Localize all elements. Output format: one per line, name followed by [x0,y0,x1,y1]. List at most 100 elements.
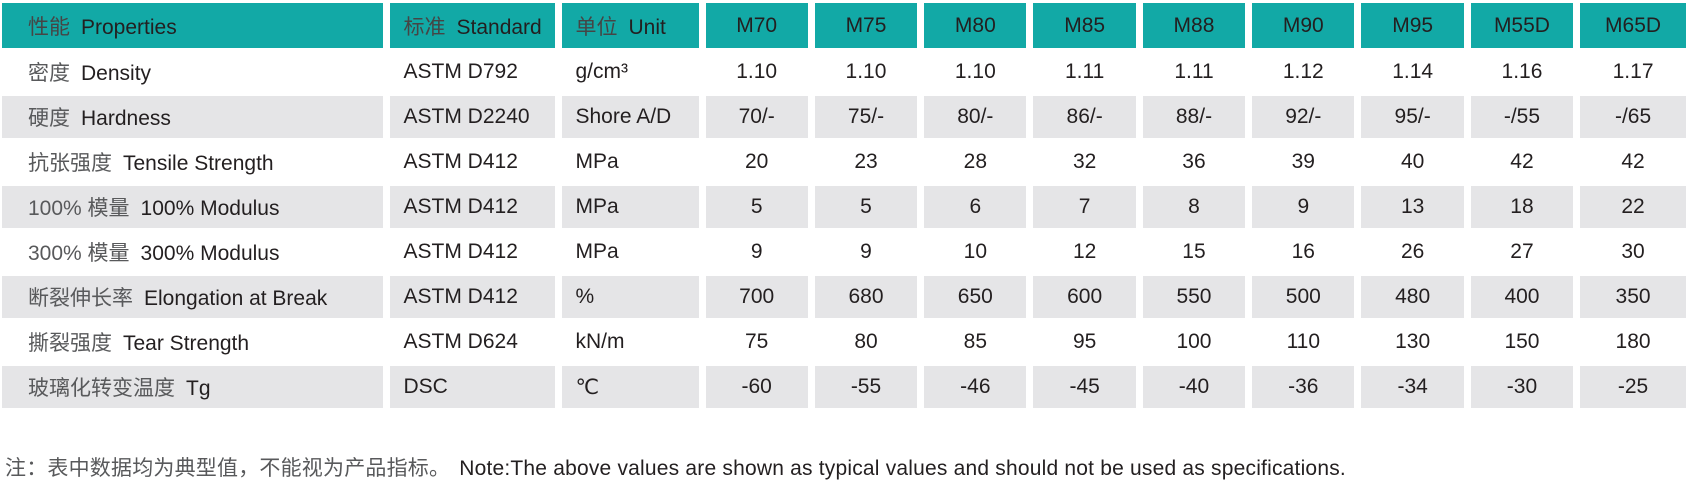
table-row: 撕裂强度 Tear Strength ASTM D624 kN/m 75 80 85 95 10… [0,318,1686,365]
value-cell-m55d: 400 [1463,273,1577,320]
value-cell-m65d: 30 [1573,228,1686,275]
table-header: 性能 Properties 标准 Standard 单位 Unit M70 M75 M80… [0,0,1686,50]
value-cell-m70: 75 [698,318,812,365]
standard-cell: ASTM D412 [382,228,558,275]
value-cell-m80: 10 [917,228,1030,275]
value-cell-m88: 100 [1135,318,1249,365]
value-cell-m55d: -30 [1463,363,1577,408]
property-label-zh: 断裂伸长率 [28,287,133,310]
value-cell-m95: 40 [1354,138,1468,185]
unit-cell: % [554,273,702,320]
value-cell-m88: 15 [1135,228,1249,275]
value-cell-m95: 13 [1354,183,1468,230]
value-cell-m90: 1.12 [1245,48,1358,95]
property-label-en: Elongation at Break [144,287,328,310]
property-label-zh: 抗张强度 [28,152,112,175]
header-cell-unit: 单位 Unit [554,0,702,50]
value-cell-m85: -45 [1026,363,1140,408]
value-cell-m75: 1.10 [807,48,921,95]
header-unit-en: Unit [628,15,666,39]
value-cell-m90: 16 [1245,228,1358,275]
value-cell-m95: 1.14 [1354,48,1468,95]
value-cell-m55d: 18 [1463,183,1577,230]
value-cell-m95: -34 [1354,363,1468,408]
property-label-en: Tear Strength [123,332,250,355]
value-cell-m85: 95 [1026,318,1140,365]
header-properties-en: Properties [81,15,177,39]
header-cell-grade-m90: M90 [1245,0,1358,50]
value-cell-m55d: 150 [1463,318,1577,365]
value-cell-m75: -55 [807,363,921,408]
header-cell-grade-m65d: M65D [1573,0,1686,50]
value-cell-m90: 500 [1245,273,1358,320]
property-label-zh: 100% 模量 [28,197,130,220]
header-cell-grade-m88: M88 [1135,0,1249,50]
value-cell-m65d: 350 [1573,273,1686,320]
header-cell-properties: 性能 Properties [0,0,386,50]
property-label-cell: 300% 模量 300% Modulus [0,228,386,275]
header-standard-en: Standard [456,15,542,39]
header-standard-zh: 标准 [403,15,446,39]
value-cell-m85: 86/- [1026,93,1140,140]
standard-cell: DSC [382,363,558,408]
value-cell-m95: 480 [1354,273,1468,320]
value-cell-m90: 110 [1245,318,1358,365]
value-cell-m65d: -/65 [1573,93,1686,140]
value-cell-m80: 650 [917,273,1030,320]
standard-cell: ASTM D412 [382,273,558,320]
value-cell-m70: -60 [698,363,812,408]
footnote-zh: 注：表中数据均为典型值，不能视为产品指标。 [5,457,451,480]
value-cell-m75: 75/- [807,93,921,140]
properties-table: 性能 Properties 标准 Standard 单位 Unit M70 M75 M80… [0,0,1686,408]
value-cell-m70: 20 [698,138,812,185]
table-row: 硬度 Hardness ASTM D2240 Shore A/D 70/- 75/- 80/… [0,93,1686,140]
property-label-cell: 抗张强度 Tensile Strength [0,138,386,185]
header-cell-grade-m75: M75 [807,0,921,50]
value-cell-m75: 680 [807,273,921,320]
header-cell-grade-m55d: M55D [1463,0,1577,50]
header-cell-grade-m70: M70 [698,0,812,50]
value-cell-m88: -40 [1135,363,1249,408]
value-cell-m88: 550 [1135,273,1249,320]
value-cell-m70: 70/- [698,93,812,140]
table-row: 300% 模量 300% Modulus ASTM D412 MPa 9 9 10 12 15 1… [0,228,1686,275]
property-label-en: 100% Modulus [140,197,280,220]
table-row: 抗张强度 Tensile Strength ASTM D412 MPa 20 23 28 32… [0,138,1686,185]
table-body: 密度 Density ASTM D792 g/cm³ 1.10 1.10 1.10 1.11 1… [0,48,1686,408]
standard-cell: ASTM D412 [382,183,558,230]
value-cell-m95: 26 [1354,228,1468,275]
value-cell-m75: 9 [807,228,921,275]
value-cell-m80: 28 [917,138,1030,185]
value-cell-m85: 1.11 [1026,48,1140,95]
value-cell-m70: 700 [698,273,812,320]
value-cell-m85: 32 [1026,138,1140,185]
header-cell-standard: 标准 Standard [382,0,558,50]
value-cell-m70: 9 [698,228,812,275]
value-cell-m90: 92/- [1245,93,1358,140]
value-cell-m85: 12 [1026,228,1140,275]
property-label-zh: 撕裂强度 [28,332,112,355]
unit-cell: MPa [554,138,702,185]
value-cell-m95: 130 [1354,318,1468,365]
property-label-zh: 300% 模量 [28,242,130,265]
value-cell-m90: -36 [1245,363,1358,408]
property-label-en: 300% Modulus [140,242,280,265]
standard-cell: ASTM D792 [382,48,558,95]
header-row: 性能 Properties 标准 Standard 单位 Unit M70 M75 M80… [0,0,1686,50]
table-row: 密度 Density ASTM D792 g/cm³ 1.10 1.10 1.10 1.11 1… [0,48,1686,95]
standard-cell: ASTM D412 [382,138,558,185]
property-label-zh: 玻璃化转变温度 [28,377,175,400]
unit-cell: ℃ [554,363,702,408]
value-cell-m80: -46 [917,363,1030,408]
value-cell-m88: 36 [1135,138,1249,185]
value-cell-m65d: 180 [1573,318,1686,365]
value-cell-m85: 7 [1026,183,1140,230]
standard-cell: ASTM D624 [382,318,558,365]
unit-cell: MPa [554,228,702,275]
value-cell-m80: 80/- [917,93,1030,140]
value-cell-m70: 5 [698,183,812,230]
property-label-cell: 密度 Density [0,48,386,95]
value-cell-m55d: -/55 [1463,93,1577,140]
value-cell-m88: 1.11 [1135,48,1249,95]
